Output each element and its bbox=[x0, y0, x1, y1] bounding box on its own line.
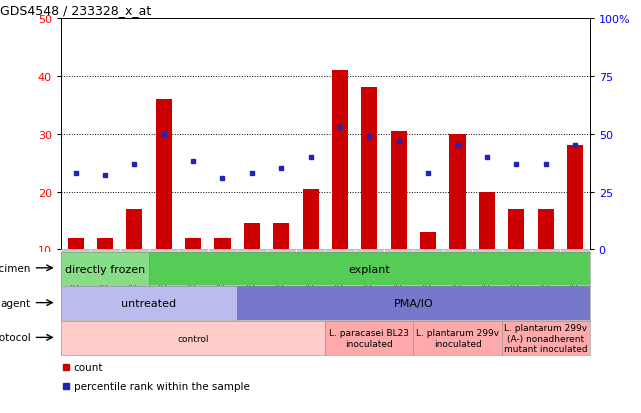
Bar bbox=[296, 250, 326, 285]
Text: L. plantarum 299v
inoculated: L. plantarum 299v inoculated bbox=[416, 329, 499, 348]
Text: GSM579391: GSM579391 bbox=[453, 252, 462, 306]
Text: agent: agent bbox=[1, 298, 31, 308]
Text: GSM579388: GSM579388 bbox=[365, 252, 374, 306]
Bar bbox=[390, 131, 407, 250]
Bar bbox=[354, 250, 384, 285]
Bar bbox=[267, 250, 296, 285]
Text: L. plantarum 299v
(A-) nonadherent
mutant inoculated: L. plantarum 299v (A-) nonadherent mutan… bbox=[504, 323, 587, 353]
Bar bbox=[560, 250, 590, 285]
Bar bbox=[61, 250, 90, 285]
Bar bbox=[567, 146, 583, 250]
Bar bbox=[362, 88, 378, 250]
Text: GSM579394: GSM579394 bbox=[541, 252, 550, 306]
Bar bbox=[508, 209, 524, 250]
Text: GSM579382: GSM579382 bbox=[188, 252, 197, 306]
Bar bbox=[120, 250, 149, 285]
Text: GSM579398: GSM579398 bbox=[306, 252, 315, 306]
Text: L. paracasei BL23
inoculated: L. paracasei BL23 inoculated bbox=[329, 329, 410, 348]
Text: count: count bbox=[74, 363, 103, 373]
Bar bbox=[384, 250, 413, 285]
Bar bbox=[326, 250, 354, 285]
Text: GSM579386: GSM579386 bbox=[130, 252, 139, 306]
Text: GSM579395: GSM579395 bbox=[570, 252, 579, 306]
Bar bbox=[149, 250, 178, 285]
Text: percentile rank within the sample: percentile rank within the sample bbox=[74, 381, 249, 391]
Bar bbox=[538, 209, 554, 250]
Bar bbox=[472, 250, 501, 285]
Bar bbox=[178, 250, 208, 285]
Bar bbox=[443, 250, 472, 285]
Text: GSM579383: GSM579383 bbox=[218, 252, 227, 306]
Text: untreated: untreated bbox=[122, 299, 176, 309]
Text: GSM579392: GSM579392 bbox=[483, 252, 492, 306]
Text: GSM579396: GSM579396 bbox=[247, 252, 256, 306]
Bar bbox=[67, 238, 84, 250]
Bar bbox=[303, 189, 319, 250]
Text: explant: explant bbox=[349, 264, 390, 274]
Text: GSM579390: GSM579390 bbox=[424, 252, 433, 306]
Bar bbox=[208, 250, 237, 285]
Bar bbox=[501, 250, 531, 285]
Text: GSM579381: GSM579381 bbox=[159, 252, 168, 306]
Bar bbox=[332, 71, 348, 250]
Text: GDS4548 / 233328_x_at: GDS4548 / 233328_x_at bbox=[0, 5, 151, 17]
Bar bbox=[185, 238, 201, 250]
Bar bbox=[244, 224, 260, 250]
Bar bbox=[90, 250, 120, 285]
Text: PMA/IO: PMA/IO bbox=[394, 299, 433, 309]
Text: control: control bbox=[178, 334, 209, 343]
Text: GSM579385: GSM579385 bbox=[101, 252, 110, 306]
Bar bbox=[420, 233, 437, 250]
Text: specimen: specimen bbox=[0, 263, 31, 273]
Bar bbox=[156, 100, 172, 250]
Text: GSM579397: GSM579397 bbox=[277, 252, 286, 306]
Bar bbox=[479, 192, 495, 250]
Bar bbox=[126, 209, 142, 250]
Bar bbox=[97, 238, 113, 250]
Bar bbox=[214, 238, 231, 250]
Text: GSM579384: GSM579384 bbox=[71, 252, 80, 306]
Bar bbox=[449, 134, 465, 250]
Bar bbox=[413, 250, 443, 285]
Text: GSM579387: GSM579387 bbox=[335, 252, 344, 306]
Text: GSM579389: GSM579389 bbox=[394, 252, 403, 306]
Bar bbox=[531, 250, 560, 285]
Text: protocol: protocol bbox=[0, 332, 31, 342]
Text: GSM579393: GSM579393 bbox=[512, 252, 520, 306]
Text: directly frozen: directly frozen bbox=[65, 264, 145, 274]
Bar bbox=[237, 250, 267, 285]
Bar bbox=[273, 224, 289, 250]
